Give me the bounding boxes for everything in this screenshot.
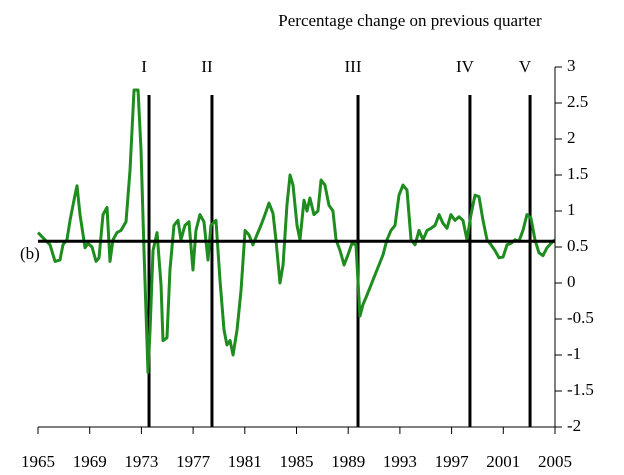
x-tick-label: 1981 (228, 452, 262, 471)
y-tick-label: -0.5 (567, 308, 594, 327)
y-tick-label: 2 (567, 128, 576, 147)
x-tick-label: 1993 (383, 452, 417, 471)
y-tick-label: 3 (567, 56, 576, 75)
data-line (36, 88, 557, 374)
y-tick-label: -2 (567, 416, 581, 435)
y-tick-label: 1.5 (567, 164, 588, 183)
period-label: IV (456, 57, 475, 76)
x-tick-label: 1965 (21, 452, 55, 471)
y-tick-label: 2.5 (567, 92, 588, 111)
period-label: II (201, 57, 213, 76)
y-tick-label: 0 (567, 272, 576, 291)
x-tick-label: 1997 (435, 452, 470, 471)
x-tick-label: 1977 (176, 452, 211, 471)
x-tick-label: 1969 (73, 452, 107, 471)
y-tick-label: -1.5 (567, 380, 594, 399)
period-label: III (345, 57, 362, 76)
y-tick-label: 1 (567, 200, 576, 219)
y-tick-label: -1 (567, 344, 581, 363)
reference-label: (b) (20, 244, 40, 263)
x-tick-label: 1973 (124, 452, 158, 471)
x-tick-label: 1989 (331, 452, 365, 471)
x-tick-label: 2005 (538, 452, 572, 471)
period-label: I (141, 57, 147, 76)
chart-title: Percentage change on previous quarter (278, 11, 542, 30)
period-label: V (519, 57, 532, 76)
y-tick-label: 0.5 (567, 236, 588, 255)
x-tick-label: 1985 (280, 452, 314, 471)
x-tick-label: 2001 (486, 452, 520, 471)
